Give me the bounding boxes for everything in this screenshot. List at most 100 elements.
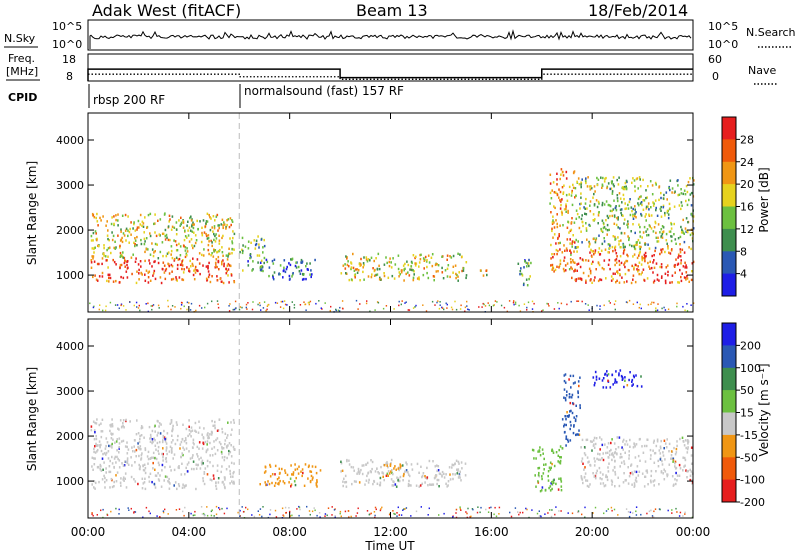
power-echo-cell xyxy=(623,263,625,266)
velocity-echo-cell xyxy=(223,455,226,459)
velocity-echo-cell xyxy=(392,480,394,483)
velocity-echo-cell xyxy=(216,429,219,432)
velocity-echo-cell xyxy=(158,422,161,425)
power-echo-region xyxy=(517,258,532,287)
velocity-echo-cell xyxy=(657,459,659,463)
power-echo-cell xyxy=(584,202,587,205)
power-noise-cell xyxy=(109,301,112,304)
power-echo-cell xyxy=(358,262,361,266)
n-sky-tick-bottom: 10^0 xyxy=(52,38,82,51)
velocity-echo-cell xyxy=(582,481,584,485)
velocity-echo-cell xyxy=(180,455,182,459)
velocity-echo-cell xyxy=(561,418,564,421)
velocity-echo-cell xyxy=(564,373,567,376)
power-echo-cell xyxy=(181,261,183,265)
power-echo-cell xyxy=(579,202,581,206)
power-echo-cell xyxy=(143,231,145,234)
velocity-echo-cell xyxy=(606,374,608,377)
power-echo-cell xyxy=(345,255,347,258)
power-echo-cell xyxy=(555,219,557,222)
velocity-echo-cell xyxy=(114,455,117,459)
velocity-echo-cell xyxy=(93,480,96,483)
power-echo-cell xyxy=(201,226,203,229)
power-noise-cell xyxy=(576,300,578,302)
velocity-colorbar-segment xyxy=(722,390,736,413)
velocity-echo-cell xyxy=(531,448,534,452)
power-echo-cell xyxy=(291,275,293,278)
velocity-echo-cell xyxy=(198,426,201,429)
power-noise-cell xyxy=(93,305,95,308)
power-echo-cell xyxy=(154,242,157,246)
power-echo-cell xyxy=(642,178,644,182)
velocity-echo-cell xyxy=(303,484,306,487)
power-colorbar-tick-label: 4 xyxy=(740,268,747,281)
velocity-echo-cell xyxy=(617,446,620,449)
velocity-echo-cell xyxy=(628,454,630,457)
velocity-echo-cell xyxy=(445,473,447,476)
power-echo-cell xyxy=(689,177,691,180)
velocity-echo-cell xyxy=(455,459,458,462)
power-echo-cell xyxy=(619,208,622,211)
velocity-echo-cell xyxy=(599,477,601,480)
power-echo-cell xyxy=(574,187,577,190)
power-echo-cell xyxy=(297,265,300,269)
power-echo-cell xyxy=(407,271,409,274)
velocity-y-axis-label: Slant Range [km] xyxy=(25,367,39,471)
power-echo-cell xyxy=(136,228,138,231)
power-echo-cell xyxy=(105,224,107,227)
power-echo-cell xyxy=(378,278,381,281)
velocity-noise-cell xyxy=(219,508,221,511)
n-sky-line xyxy=(89,29,692,49)
velocity-noise-cell xyxy=(313,507,315,509)
velocity-echo-cell xyxy=(100,465,102,468)
power-echo-cell xyxy=(140,238,142,242)
velocity-echo-cell xyxy=(602,377,605,380)
velocity-echo-cell xyxy=(99,444,101,447)
velocity-echo-cell xyxy=(591,449,593,452)
velocity-echo-cell xyxy=(402,474,405,478)
power-echo-cell xyxy=(192,223,194,227)
velocity-noise-cell xyxy=(671,509,673,511)
velocity-echo-cell xyxy=(557,488,560,491)
velocity-echo-cell xyxy=(458,474,461,478)
power-echo-cell xyxy=(459,253,461,256)
velocity-echo-cell xyxy=(418,485,421,488)
velocity-echo-cell xyxy=(315,483,318,487)
power-noise-cell xyxy=(245,303,248,306)
power-echo-cell xyxy=(615,261,618,264)
velocity-echo-cell xyxy=(291,473,293,476)
power-echo-cell xyxy=(146,226,148,229)
power-noise-cell xyxy=(527,301,530,304)
power-noise-cell xyxy=(608,300,610,302)
velocity-echo-cell xyxy=(434,465,437,468)
velocity-echo-cell xyxy=(632,473,634,476)
power-echo-cell xyxy=(687,180,690,184)
power-echo-cell xyxy=(354,276,356,279)
velocity-echo-cell xyxy=(578,433,581,436)
velocity-echo-cell xyxy=(674,478,676,481)
velocity-echo-cell xyxy=(157,478,160,481)
power-echo-cell xyxy=(122,256,124,259)
power-echo-cell xyxy=(345,272,347,275)
power-echo-cell xyxy=(553,221,555,224)
velocity-noise-cell xyxy=(262,506,264,508)
power-echo-cell xyxy=(622,252,625,255)
velocity-echo-cell xyxy=(549,468,552,471)
velocity-echo-cell xyxy=(621,446,623,449)
power-echo-cell xyxy=(638,252,641,255)
velocity-echo-cell xyxy=(215,481,217,484)
velocity-echo-cell xyxy=(115,440,118,443)
velocity-echo-cell xyxy=(298,465,300,468)
velocity-echo-cell xyxy=(618,436,621,439)
velocity-echo-cell xyxy=(574,419,577,423)
power-echo-cell xyxy=(688,280,690,283)
velocity-echo-cell xyxy=(96,444,98,447)
velocity-echo-cell xyxy=(628,378,630,382)
power-echo-cell xyxy=(643,253,646,257)
power-echo-cell xyxy=(563,184,565,187)
power-noise-cell xyxy=(198,304,201,307)
velocity-echo-cell xyxy=(570,409,572,413)
velocity-echo-cell xyxy=(232,475,234,478)
velocity-echo-cell xyxy=(233,462,235,465)
power-noise-cell xyxy=(625,301,628,303)
